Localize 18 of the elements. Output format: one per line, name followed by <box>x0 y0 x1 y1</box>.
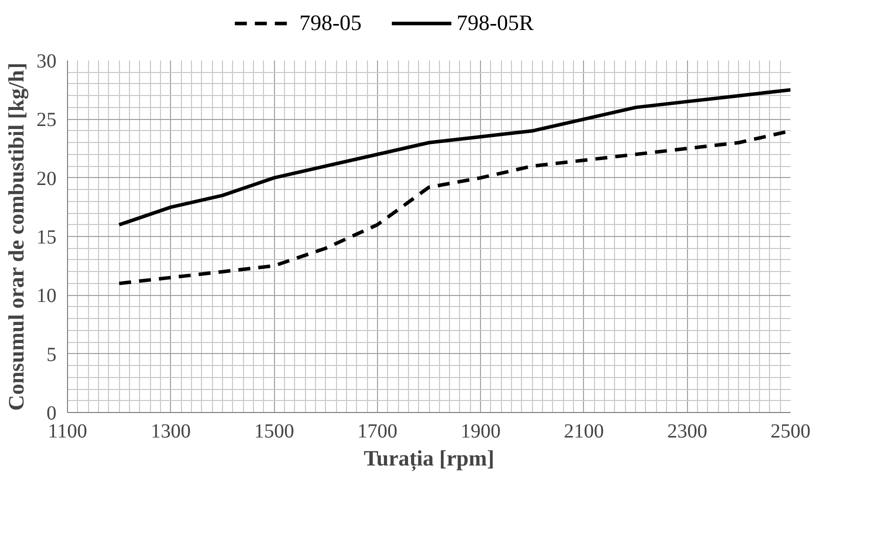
legend-label: 798-05 <box>299 10 362 36</box>
x-tick-label: 1300 <box>150 420 191 442</box>
y-tick-label: 30 <box>36 50 56 72</box>
y-tick-label: 10 <box>36 285 56 308</box>
x-tick-label: 2100 <box>564 420 604 442</box>
y-tick-label: 15 <box>36 226 56 248</box>
legend-label: 798-05R <box>456 10 534 36</box>
x-tick-label: 2300 <box>667 420 708 442</box>
x-tick-label: 1700 <box>357 420 398 442</box>
x-tick-label: 1900 <box>460 420 501 442</box>
y-tick-label: 25 <box>36 109 56 132</box>
y-axis-title: Consumul orar de combustibil [kg/h] <box>4 62 28 411</box>
line-series <box>117 88 790 227</box>
x-tick-label: 2500 <box>770 420 810 442</box>
y-tick-label: 5 <box>46 344 56 366</box>
x-tick-label: 1500 <box>254 420 294 442</box>
x-axis-title: Turația [rpm] <box>364 446 494 472</box>
y-tick-label: 20 <box>36 168 56 190</box>
